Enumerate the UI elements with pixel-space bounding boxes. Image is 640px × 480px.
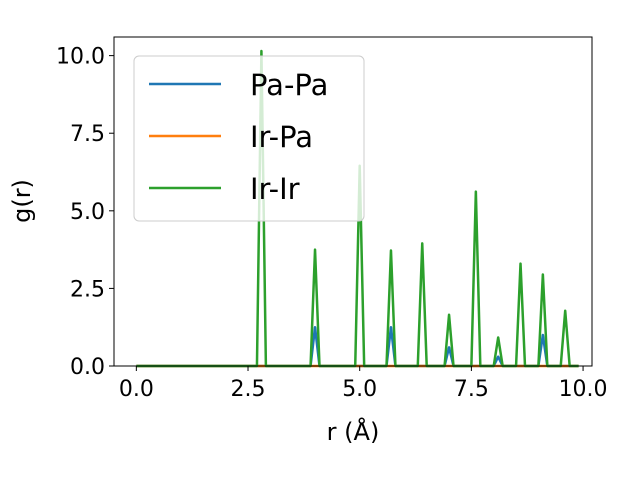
plot-frame — [113, 36, 593, 367]
x-tick-label: 2.5 — [231, 377, 266, 402]
legend-entries: Pa-Pa Ir-Pa Ir-Ir — [149, 68, 328, 206]
legend-label-ir-pa: Ir-Pa — [250, 120, 313, 154]
y-axis: 0.0 2.5 5.0 7.5 10.0 — [56, 45, 114, 380]
legend-label-pa-pa: Pa-Pa — [250, 68, 328, 102]
x-tick-label: 0.0 — [119, 377, 154, 402]
x-tick-label: 5.0 — [342, 377, 377, 402]
y-tick-label: 10.0 — [56, 45, 105, 70]
series-line-ir-ir — [136, 49, 579, 368]
y-tick-label: 5.0 — [70, 200, 105, 225]
y-tick-label: 0.0 — [70, 355, 105, 380]
y-tick-label: 7.5 — [70, 122, 105, 147]
y-tick-label: 2.5 — [70, 277, 105, 302]
x-tick-label: 7.5 — [454, 377, 489, 402]
y-axis-label: g(r) — [8, 179, 36, 223]
legend-label-ir-ir: Ir-Ir — [250, 172, 300, 206]
legend-box — [133, 55, 365, 222]
x-axis: 0.0 2.5 5.0 7.5 10.0 — [119, 366, 608, 402]
x-tick-label: 10.0 — [559, 377, 608, 402]
x-axis-label: r (Å) — [327, 417, 380, 446]
legend: Pa-Pa Ir-Pa Ir-Ir — [133, 55, 365, 222]
